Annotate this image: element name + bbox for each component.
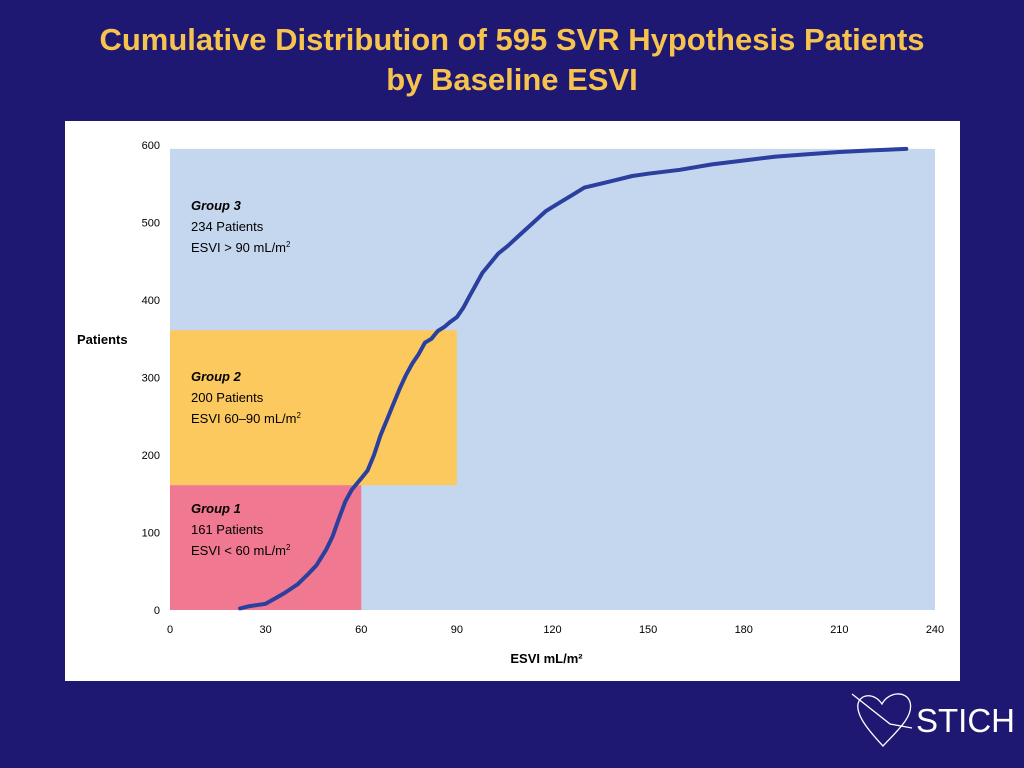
x-tick-label: 180 <box>735 624 753 636</box>
region-group-2 <box>170 330 457 486</box>
group-1-name: Group 1 <box>191 501 241 516</box>
x-tick-label: 150 <box>639 624 657 636</box>
y-tick-label: 300 <box>142 373 160 385</box>
x-tick-label: 210 <box>830 624 848 636</box>
chart-panel: Group 1 161 Patients ESVI < 60 mL/m2 Group … <box>65 121 960 681</box>
y-tick-label: 500 <box>142 218 160 230</box>
x-tick-label: 240 <box>926 624 944 636</box>
x-tick-label: 120 <box>543 624 561 636</box>
group-1-range: ESVI < 60 mL/m2 <box>191 543 291 558</box>
title-line-1: Cumulative Distribution of 595 SVR Hypot… <box>99 22 925 57</box>
y-axis-label: Patients <box>77 332 128 347</box>
heart-icon <box>851 693 913 747</box>
y-tick-label: 0 <box>154 605 160 617</box>
page-title: Cumulative Distribution of 595 SVR Hypot… <box>0 20 1024 100</box>
y-tick-label: 100 <box>142 528 160 540</box>
cumulative-line-series <box>238 146 909 611</box>
x-tick-label: 0 <box>167 624 173 636</box>
stich-logo: STICH <box>850 688 1015 748</box>
group-3-name: Group 3 <box>191 198 242 213</box>
y-tick-label: 400 <box>142 295 160 307</box>
x-tick-label: 60 <box>355 624 367 636</box>
group-3-range: ESVI > 90 mL/m2 <box>191 240 291 255</box>
group-1-count: 161 Patients <box>191 522 264 537</box>
y-tick-label: 200 <box>142 450 160 462</box>
y-tick-label: 600 <box>142 140 160 152</box>
group-2-range: ESVI 60–90 mL/m2 <box>191 411 302 426</box>
x-axis-label: ESVI mL/m² <box>510 651 583 666</box>
x-tick-label: 90 <box>451 624 463 636</box>
group-3-count: 234 Patients <box>191 219 264 234</box>
group-2-name: Group 2 <box>191 369 242 384</box>
cumulative-distribution-chart: Group 1 161 Patients ESVI < 60 mL/m2 Group … <box>77 140 944 666</box>
group-2-count: 200 Patients <box>191 390 264 405</box>
x-tick-label: 30 <box>260 624 272 636</box>
logo-text: STICH <box>916 702 1015 739</box>
title-line-2: by Baseline ESVI <box>386 62 638 97</box>
